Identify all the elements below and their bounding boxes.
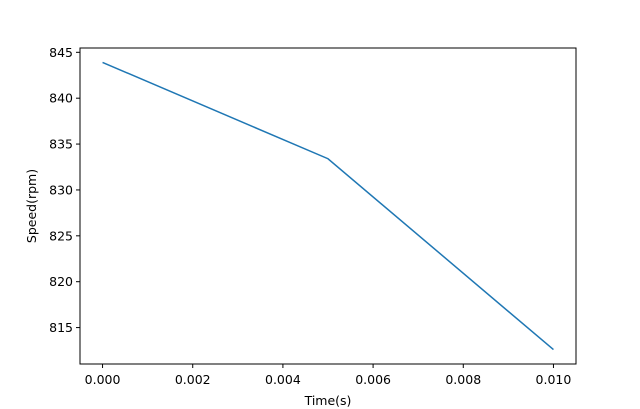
x-tick-label: 0.006: [355, 372, 391, 387]
x-tick-label: 0.004: [265, 372, 301, 387]
x-tick-label: 0.008: [445, 372, 481, 387]
y-tick-label: 825: [49, 228, 73, 243]
line: [102, 61, 554, 351]
y-tick-label: 840: [49, 91, 73, 106]
y-tick-label: 820: [49, 274, 73, 289]
x-tick-label: 0.002: [175, 372, 211, 387]
y-axis-label: Speed(rpm): [24, 169, 39, 243]
x-tick-label: 0.010: [536, 372, 572, 387]
x-tick-label: 0.000: [85, 372, 121, 387]
axes-frame: [79, 47, 577, 365]
y-tick-label: 845: [49, 45, 73, 60]
y-tick-label: 835: [49, 137, 73, 152]
y-tick-label: 815: [49, 320, 73, 335]
x-axis-label: Time(s): [304, 393, 352, 408]
y-tick-label: 830: [49, 182, 73, 197]
